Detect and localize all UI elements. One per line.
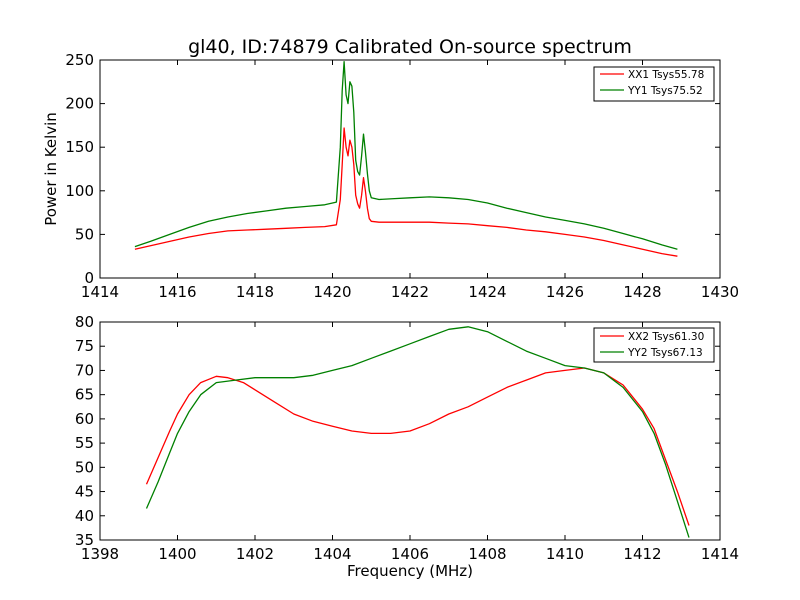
top-series-line-xx1 xyxy=(134,127,678,257)
bottom-y-tick-label: 70 xyxy=(75,361,94,379)
bottom-x-tick-label: 1400 xyxy=(158,545,196,563)
top-y-tick-label: 250 xyxy=(65,51,94,69)
top-panel: gl40, ID:74879 Calibrated On-source spec… xyxy=(42,36,739,301)
bottom-x-tick-label: 1408 xyxy=(468,545,506,563)
bottom-x-tick-label: 1404 xyxy=(313,545,351,563)
top-y-tick-label: 0 xyxy=(84,269,94,287)
top-y-axis-label: Power in Kelvin xyxy=(42,112,60,226)
bottom-y-tick-label: 50 xyxy=(75,458,94,476)
bottom-legend-label-yy2: YY2 Tsys67.13 xyxy=(627,347,703,359)
bottom-x-axis-label: Frequency (MHz) xyxy=(347,562,473,580)
bottom-y-tick-label: 55 xyxy=(75,434,94,452)
top-series-line-yy1 xyxy=(134,61,678,250)
bottom-y-tick-label: 65 xyxy=(75,386,94,404)
top-x-tick-label: 1424 xyxy=(468,283,506,301)
top-x-tick-label: 1430 xyxy=(701,283,739,301)
top-legend: XX1 Tsys55.78 YY1 Tsys75.52 xyxy=(593,66,715,102)
top-series xyxy=(134,61,678,257)
bottom-series xyxy=(145,326,690,538)
chart-title: gl40, ID:74879 Calibrated On-source spec… xyxy=(188,36,632,58)
top-legend-label-yy1: YY1 Tsys75.52 xyxy=(627,85,703,97)
top-x-tick-label: 1422 xyxy=(391,283,429,301)
bottom-x-tick-label: 1406 xyxy=(391,545,429,563)
bottom-x-tick-label: 1398 xyxy=(81,545,119,563)
top-legend-box xyxy=(593,66,715,102)
top-x-tick-label: 1416 xyxy=(158,283,196,301)
bottom-x-tick-label: 1402 xyxy=(236,545,274,563)
top-y-tick-label: 200 xyxy=(65,95,94,113)
top-y-tick-label: 150 xyxy=(65,138,94,156)
bottom-x-tick-label: 1414 xyxy=(701,545,739,563)
bottom-panel: Frequency (MHz) 1398 1400 1402 1404 1406 1408… xyxy=(75,313,739,580)
bottom-y-tick-label: 60 xyxy=(75,410,94,428)
top-plot-frame xyxy=(99,59,721,279)
bottom-legend-label-xx2: XX2 Tsys61.30 xyxy=(628,331,704,343)
bottom-y-tick-label: 75 xyxy=(75,337,94,355)
bottom-y-tick-label: 35 xyxy=(75,531,94,549)
top-x-tick-label: 1418 xyxy=(236,283,274,301)
bottom-legend: XX2 Tsys61.30 YY2 Tsys67.13 xyxy=(593,327,715,363)
bottom-y-tick-label: 80 xyxy=(75,313,94,331)
top-x-tick-label: 1428 xyxy=(623,283,661,301)
bottom-series-line-xx2 xyxy=(145,367,690,526)
top-x-tick-label: 1426 xyxy=(546,283,584,301)
top-legend-label-xx1: XX1 Tsys55.78 xyxy=(628,69,704,81)
bottom-x-tick-label: 1412 xyxy=(623,545,661,563)
bottom-y-tick-label: 40 xyxy=(75,507,94,525)
bottom-series-line-yy2 xyxy=(145,326,690,538)
top-y-tick-label: 50 xyxy=(75,225,94,243)
bottom-x-tick-label: 1410 xyxy=(546,545,584,563)
top-x-tick-label: 1420 xyxy=(313,283,351,301)
bottom-y-tick-label: 45 xyxy=(75,483,94,501)
bottom-ticks: 1398 1400 1402 1404 1406 1408 1410 1412 1414 35 40… xyxy=(75,313,739,563)
bottom-plot-frame xyxy=(99,321,721,541)
top-ticks: 1414 1416 1418 1420 1422 1424 1426 1428 1430 0 50 1… xyxy=(65,51,739,301)
top-y-tick-label: 100 xyxy=(65,182,94,200)
top-x-tick-label: 1414 xyxy=(81,283,119,301)
bottom-legend-box xyxy=(593,327,715,363)
